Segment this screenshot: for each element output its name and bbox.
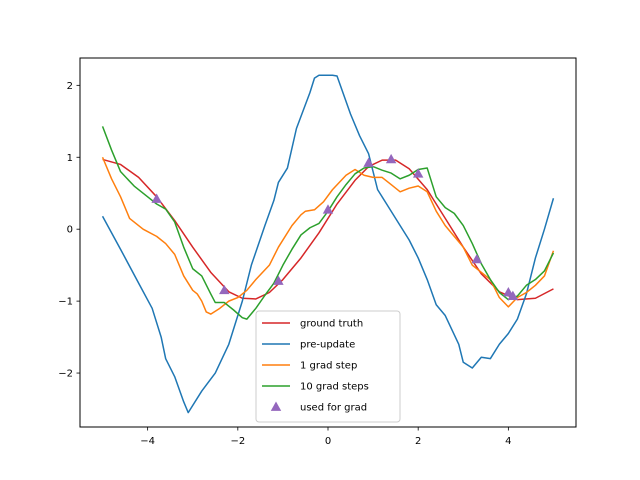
scatter-point-9 — [507, 290, 519, 300]
series-line-10-grad-steps — [101, 126, 555, 320]
scatter-point-0 — [151, 193, 162, 203]
scatter-point-1 — [219, 284, 230, 295]
scatter-point-7 — [471, 253, 483, 264]
scatter-point-4 — [363, 157, 374, 167]
scatter-point-2 — [273, 275, 284, 285]
series-line-pre-update — [101, 74, 555, 414]
x-axis: −4 −2 0 2 4 — [140, 427, 512, 447]
legend-label-pre-update: pre-update — [300, 340, 355, 351]
legend: ground truth pre-update 1 grad step 10 grad… — [255, 310, 401, 423]
y-tick-label-0: −2 — [58, 369, 73, 380]
y-tick-label-4: 2 — [67, 81, 73, 92]
legend-swatch-used-for-grad — [270, 401, 282, 411]
legend-label-ground-truth: ground truth — [300, 319, 363, 330]
y-tick-label-3: 1 — [67, 153, 73, 164]
x-tick-label-1: −2 — [230, 436, 245, 447]
series-line-ground-truth — [102, 158, 554, 301]
legend-label-used-for-grad: used for grad — [300, 403, 367, 414]
y-tick-label-1: −1 — [58, 297, 73, 308]
y-axis: −2 −1 0 1 2 — [58, 81, 80, 380]
x-tick-label-2: 0 — [325, 436, 331, 447]
scatter-point-6 — [412, 168, 424, 178]
y-tick-label-2: 0 — [67, 225, 73, 236]
legend-label-10-grad-steps: 10 grad steps — [300, 382, 369, 393]
scatter-points — [151, 153, 519, 300]
series-line-1-grad-step — [101, 156, 555, 315]
legend-box — [255, 310, 401, 423]
x-tick-label-0: −4 — [140, 436, 155, 447]
scatter-point-5 — [385, 153, 397, 164]
x-tick-label-3: 2 — [415, 436, 421, 447]
x-tick-label-4: 4 — [505, 436, 511, 447]
scatter-point-3 — [322, 204, 334, 214]
legend-label-1-grad-step: 1 grad step — [300, 361, 357, 372]
